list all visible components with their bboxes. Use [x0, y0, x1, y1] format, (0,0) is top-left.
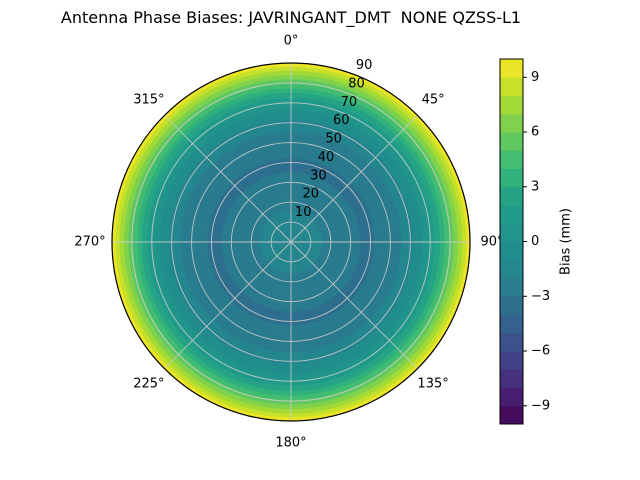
colorbar-band	[500, 241, 523, 261]
radial-tick-label: 40	[318, 150, 335, 165]
theta-tick-label: 90°	[480, 235, 503, 250]
radial-tick-label: 60	[333, 113, 350, 128]
radial-tick-label: 30	[310, 168, 327, 183]
colorbar: 9 6 3 0 −3 −6 −9 Bias (mm)	[499, 58, 574, 425]
colorbar-band	[500, 278, 523, 297]
radial-tick-label: 80	[348, 76, 365, 91]
colorbar-tick-label: 6	[531, 125, 539, 140]
colorbar-tick-label: 9	[531, 70, 539, 85]
colorbar-band	[500, 59, 523, 78]
radial-tick-labels: 10 20 30 40 50 60 70 80 90	[295, 58, 372, 220]
colorbar-band	[500, 351, 523, 370]
grid-spoke	[164, 115, 292, 243]
radial-tick-label: 20	[303, 187, 320, 202]
polar-spine	[111, 62, 471, 422]
chart-title: Antenna Phase Biases: JAVRINGANT_DMT NON…	[60, 8, 522, 27]
radial-tick-label: 50	[325, 132, 342, 147]
radial-tick-label: 10	[295, 205, 312, 220]
colorbar-band	[500, 223, 523, 242]
colorbar-band	[500, 205, 523, 224]
theta-tick-label: 135°	[417, 377, 448, 392]
grid-spoke	[164, 241, 292, 369]
colorbar-band	[500, 387, 523, 407]
colorbar-band	[500, 405, 523, 425]
radial-tick-label: 90	[356, 58, 373, 73]
grid-spoke	[290, 241, 418, 369]
polar-grid	[112, 63, 470, 421]
theta-tick-label: 315°	[133, 92, 164, 107]
colorbar-band	[500, 95, 523, 115]
theta-tick-label: 180°	[275, 436, 306, 451]
theta-tick-label: 45°	[422, 92, 445, 107]
radial-tick-label: 70	[341, 95, 358, 110]
theta-tick-labels: 0° 45° 90° 135° 180° 225° 270° 315°	[74, 34, 503, 451]
colorbar-band	[500, 77, 523, 96]
theta-tick-label: 0°	[284, 34, 299, 49]
colorbar-band	[500, 186, 523, 206]
colorbar-band	[500, 296, 523, 315]
colorbar-band	[500, 369, 523, 388]
grid-spoke	[290, 115, 418, 243]
colorbar-band	[500, 113, 523, 133]
colorbar-tick-label: 3	[531, 179, 539, 194]
colorbar-tick-label: −3	[531, 289, 550, 304]
colorbar-tick-label: −9	[531, 398, 550, 413]
colorbar-band	[500, 132, 523, 151]
theta-tick-label: 270°	[74, 235, 105, 250]
colorbar-tick-label: −6	[531, 344, 550, 359]
colorbar-band	[500, 150, 523, 169]
colorbar-band	[500, 314, 523, 334]
theta-tick-label: 225°	[133, 377, 164, 392]
colorbar-band	[500, 259, 523, 279]
colorbar-tick-label: 0	[531, 234, 539, 249]
colorbar-band	[500, 332, 523, 352]
colorbar-axis-label: Bias (mm)	[559, 208, 574, 275]
colorbar-band	[500, 168, 523, 188]
